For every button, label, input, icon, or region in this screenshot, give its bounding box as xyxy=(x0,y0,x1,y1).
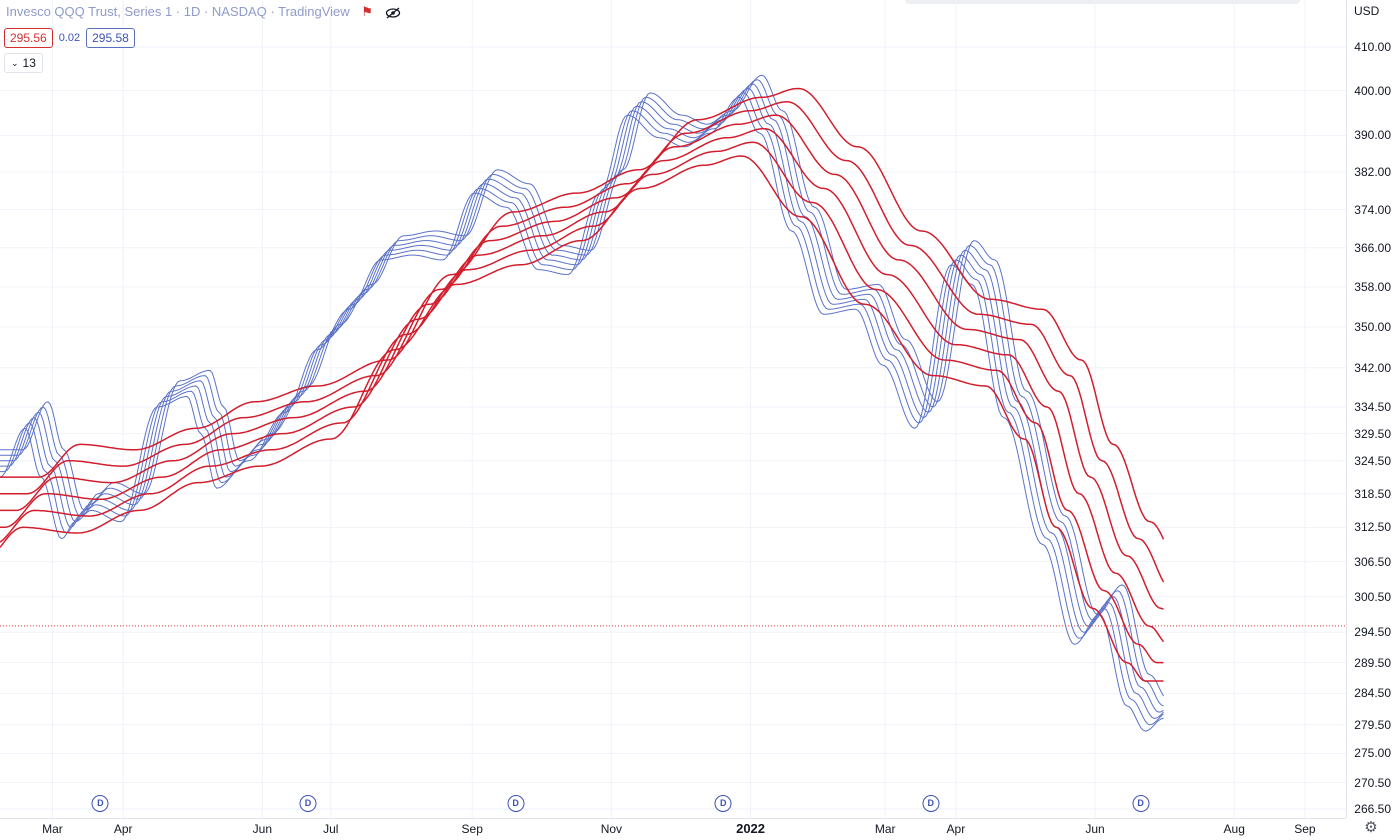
dividend-marker[interactable]: D xyxy=(922,795,940,812)
price-tick-label: 300.50 xyxy=(1354,589,1391,604)
fast-ma-line-1 xyxy=(0,92,1164,726)
price-tick-label: 284.50 xyxy=(1354,686,1391,701)
gear-icon[interactable]: ⚙ xyxy=(1364,819,1378,836)
price-tick-label: 374.00 xyxy=(1354,202,1391,217)
price-tick-label: 324.50 xyxy=(1354,453,1391,468)
price-tick-label: 390.00 xyxy=(1354,128,1391,143)
price-tick-label: 358.00 xyxy=(1354,279,1391,294)
price-tick-label: 318.50 xyxy=(1354,486,1391,501)
top-toolbar-edge xyxy=(905,0,1300,4)
symbol-title[interactable]: Invesco QQQ Trust, Series 1 · 1D · NASDA… xyxy=(6,4,350,19)
price-tick-label: 279.50 xyxy=(1354,717,1391,732)
slow-ma-line-5 xyxy=(0,87,1165,540)
time-tick-label: Apr xyxy=(113,822,133,836)
fast-ma-line-5 xyxy=(0,74,1164,697)
fast-ma-line-2 xyxy=(0,88,1164,719)
price-tick-label: 266.50 xyxy=(1354,802,1391,816)
price-tick-label: 366.00 xyxy=(1354,240,1391,255)
eye-off-icon[interactable] xyxy=(385,7,401,19)
dividend-marker[interactable]: D xyxy=(507,795,525,812)
time-tick-label: Sep xyxy=(461,822,483,836)
fast-ma-line-3 xyxy=(0,83,1164,713)
dividend-marker[interactable]: D xyxy=(299,795,317,812)
time-tick-label: Jun xyxy=(1085,822,1105,836)
price-tick-label: 400.00 xyxy=(1354,83,1391,98)
time-tick-label: Sep xyxy=(1294,822,1316,836)
time-tick-label: 2022 xyxy=(736,821,766,836)
slow-ma-line-0 xyxy=(0,155,1164,682)
time-tick-label: Jul xyxy=(323,822,339,836)
dividend-marker[interactable]: D xyxy=(714,795,732,812)
chart-legend: Invesco QQQ Trust, Series 1 · 1D · NASDA… xyxy=(6,4,401,20)
dividend-marker[interactable]: D xyxy=(91,795,109,812)
price-tick-label: 334.50 xyxy=(1354,400,1391,414)
price-tick-label: 410.00 xyxy=(1354,40,1391,54)
time-scale[interactable]: Mar Apr Jun Jul Sep Nov 2022 Mar Apr Jun Aug Sep xyxy=(0,818,1346,840)
time-tick-label: Mar xyxy=(874,822,896,836)
value-red: 295.56 xyxy=(4,28,53,48)
chevron-down-icon: ⌄ xyxy=(11,57,19,68)
chart-pane[interactable] xyxy=(0,0,1346,818)
indicators-collapse-button[interactable]: ⌄ 13 xyxy=(4,53,43,73)
price-tick-label: 350.00 xyxy=(1354,319,1391,334)
flag-icon[interactable]: ⚑ xyxy=(361,4,373,19)
chart-canvas[interactable] xyxy=(0,0,1346,818)
slow-ma-line-1 xyxy=(0,141,1164,664)
time-tick-label: Jun xyxy=(252,822,273,836)
slow-ma-line-3 xyxy=(0,114,1164,610)
price-tick-label: 382.00 xyxy=(1354,165,1391,180)
value-blue: 295.58 xyxy=(86,28,135,48)
price-tick-label: 342.00 xyxy=(1354,360,1391,375)
fast-ma-line-4 xyxy=(0,79,1164,707)
time-tick-label: Nov xyxy=(600,822,623,836)
time-tick-label: Apr xyxy=(946,822,966,836)
dividend-marker[interactable]: D xyxy=(1132,795,1150,812)
price-tick-label: 270.50 xyxy=(1354,775,1391,790)
slow-ma-line-4 xyxy=(0,101,1165,583)
time-tick-label: Mar xyxy=(42,822,63,836)
price-scale[interactable]: 410.00 400.00 390.00 382.00 374.00 366.00 358.… xyxy=(1346,0,1400,818)
price-tick-label: 312.50 xyxy=(1354,520,1391,535)
legend-values: 295.56 0.02 295.58 xyxy=(4,28,135,48)
value-diff: 0.02 xyxy=(58,32,81,44)
currency-label[interactable]: USD xyxy=(1354,4,1380,18)
price-tick-label: 294.50 xyxy=(1354,625,1391,640)
indicator-count: 13 xyxy=(22,56,36,70)
price-tick-label: 306.50 xyxy=(1354,554,1391,569)
price-tick-label: 275.00 xyxy=(1354,746,1391,761)
price-tick-label: 289.50 xyxy=(1354,655,1391,670)
slow-ma-line-2 xyxy=(0,127,1165,643)
time-tick-label: Aug xyxy=(1223,822,1245,836)
price-tick-label: 329.50 xyxy=(1354,426,1391,441)
